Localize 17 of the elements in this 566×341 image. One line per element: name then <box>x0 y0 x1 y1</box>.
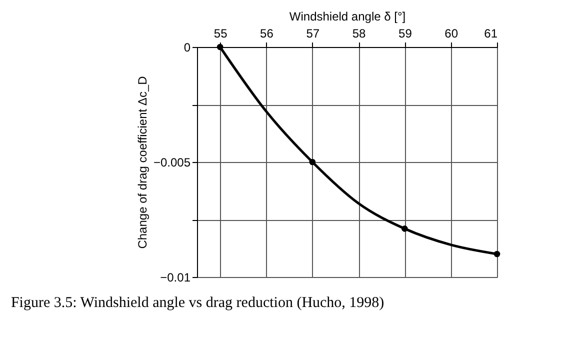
x-tick-label: 58 <box>352 26 366 40</box>
x-tick-label: 55 <box>214 26 228 40</box>
x-tick-label: 57 <box>306 26 320 40</box>
y-tick-label: 0 <box>184 40 191 54</box>
y-tick-label: −0.01 <box>160 270 191 284</box>
x-tick-label: 59 <box>398 26 412 40</box>
y-tick-label: −0.005 <box>153 156 191 170</box>
point <box>402 226 408 232</box>
y-axis-title: Change of drag coefficient Δc_D <box>135 76 150 249</box>
caption: Figure 3.5: Windshield angle vs drag reduction (Hucho, 1998) <box>10 295 384 311</box>
x-tick-label: 60 <box>444 26 458 40</box>
x-tick-label: 56 <box>260 26 274 40</box>
x-tick-label: 61 <box>484 26 498 40</box>
point <box>309 158 316 166</box>
point <box>494 250 500 258</box>
point <box>216 44 224 50</box>
x-axis-title: Windshield angle δ [°] <box>289 10 406 24</box>
